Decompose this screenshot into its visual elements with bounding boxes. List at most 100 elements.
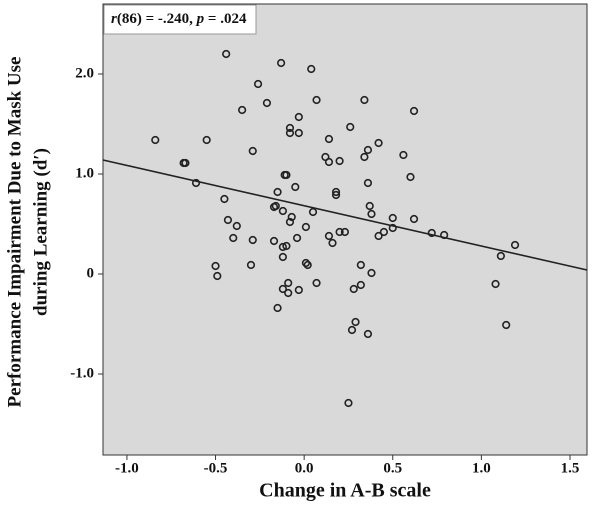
data-point <box>273 187 282 197</box>
data-point <box>331 187 341 197</box>
data-point <box>285 123 295 133</box>
data-point <box>399 150 408 160</box>
data-point <box>285 128 295 138</box>
data-point <box>409 214 419 224</box>
data-point <box>388 213 397 223</box>
x-tick-label: 0.0 <box>295 460 314 476</box>
data-point <box>213 271 222 281</box>
data-point <box>340 227 350 237</box>
data-point <box>308 207 318 217</box>
data-point <box>278 242 287 252</box>
data-point <box>291 182 300 192</box>
data-point <box>307 64 316 74</box>
data-point <box>246 260 256 270</box>
data-point <box>229 233 238 243</box>
data-point <box>202 135 211 145</box>
data-point <box>406 172 415 182</box>
data-point <box>285 217 295 227</box>
data-point <box>278 284 287 294</box>
data-point <box>427 228 436 238</box>
x-axis-label: Change in A-B scale <box>259 480 431 502</box>
data-point <box>253 79 263 89</box>
data-point <box>365 201 374 211</box>
data-point <box>335 156 344 166</box>
data-point <box>344 398 353 408</box>
data-point <box>360 152 369 162</box>
data-point <box>262 98 272 108</box>
data-point <box>223 215 233 225</box>
annotation-part: (86) = -.240, <box>117 11 197 27</box>
x-tick-label: 1.0 <box>472 460 491 476</box>
data-point <box>374 138 383 148</box>
data-point <box>282 170 291 180</box>
data-point <box>220 194 229 204</box>
data-point <box>356 280 365 290</box>
data-point <box>409 106 419 116</box>
annotation-box <box>103 4 257 35</box>
annotation-part: = .024 <box>204 11 247 27</box>
data-point <box>502 320 511 330</box>
data-point <box>510 240 520 250</box>
data-point <box>151 135 160 145</box>
data-point <box>335 227 344 237</box>
data-point <box>388 223 397 233</box>
data-point <box>374 231 383 241</box>
data-point <box>294 285 303 295</box>
data-point <box>248 235 257 245</box>
data-point <box>294 112 303 122</box>
fit-line <box>102 159 588 271</box>
data-point <box>347 325 357 335</box>
data-point <box>284 278 293 288</box>
x-tick-label: 1.5 <box>561 460 580 476</box>
data-point <box>491 279 500 289</box>
data-point <box>301 258 311 268</box>
annotation: r(86) = -.240, p = .024 <box>111 11 247 27</box>
y-axis-label: Performance Impairment Due to Mask Use <box>4 57 25 408</box>
data-point <box>278 206 287 216</box>
data-point <box>363 145 373 155</box>
data-point <box>356 260 365 270</box>
data-point <box>282 241 291 251</box>
data-point <box>287 212 296 222</box>
x-tick-label: 0.5 <box>383 460 402 476</box>
annotation-part: r <box>111 11 117 27</box>
y-axis-label: during Learning (d′) <box>30 148 51 316</box>
data-point <box>351 317 360 327</box>
data-point <box>363 178 373 188</box>
y-tick-label: 2.0 <box>75 65 94 81</box>
data-point <box>328 238 337 248</box>
data-point <box>346 122 355 132</box>
data-point <box>324 231 334 241</box>
data-point <box>273 303 282 313</box>
data-point <box>367 268 376 278</box>
data-point <box>349 284 358 294</box>
data-point <box>367 209 376 219</box>
data-point <box>238 105 247 115</box>
data-point <box>379 227 389 237</box>
data-point <box>363 329 373 339</box>
data-point <box>294 128 303 138</box>
data-point <box>301 222 311 232</box>
data-point <box>269 202 279 212</box>
data-point <box>292 233 302 243</box>
data-point <box>496 251 505 261</box>
x-tick-label: -0.5 <box>204 460 228 476</box>
data-point <box>312 278 321 288</box>
data-point <box>331 190 341 200</box>
y-tick-label: -1.0 <box>70 365 94 381</box>
data-point <box>277 58 286 68</box>
data-point <box>191 178 201 188</box>
data-point <box>248 146 257 156</box>
data-point <box>312 95 321 105</box>
data-point <box>324 157 334 167</box>
x-tick-label: -1.0 <box>115 460 139 476</box>
data-point <box>211 261 220 271</box>
data-point <box>181 158 190 168</box>
data-point <box>324 134 334 144</box>
data-point <box>360 95 369 105</box>
y-tick-label: 1.0 <box>75 165 94 181</box>
annotation-part: p <box>195 11 205 27</box>
data-point <box>269 236 279 246</box>
data-point <box>232 221 241 231</box>
